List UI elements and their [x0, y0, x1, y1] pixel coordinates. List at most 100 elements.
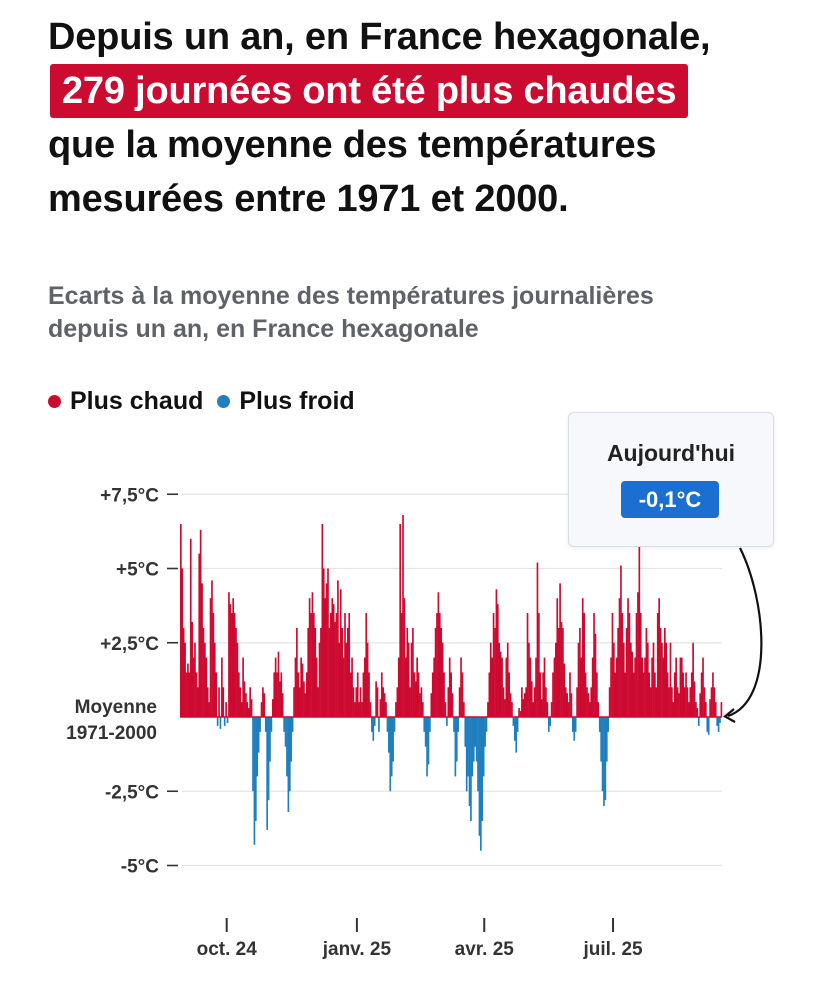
bar-warm: [180, 523, 182, 717]
bar-warm: [690, 672, 693, 717]
bar-warm: [634, 657, 636, 717]
bar-warm: [536, 562, 539, 717]
bar-warm: [430, 693, 433, 717]
bar-warm: [438, 613, 441, 717]
bar-warm: [692, 642, 694, 717]
bar-cold: [547, 717, 550, 732]
bar-cold: [219, 717, 222, 729]
chart-legend: Plus chaud Plus froid: [48, 387, 369, 416]
bar-cold: [465, 717, 468, 792]
bar-cold: [457, 717, 460, 732]
bar-warm: [303, 681, 305, 717]
bar-warm: [221, 657, 223, 717]
bar-warm: [642, 672, 645, 717]
bar-warm: [591, 657, 594, 717]
bar-warm: [675, 657, 677, 717]
bar-warm: [491, 657, 493, 717]
bar-warm: [511, 702, 513, 717]
bar-cold: [717, 717, 720, 732]
bar-warm: [502, 687, 505, 717]
bar-cold: [484, 717, 486, 747]
bar-warm: [276, 672, 278, 717]
bar-cold: [481, 717, 484, 821]
bar-warm: [379, 699, 382, 717]
bar-warm: [682, 672, 685, 717]
bar-warm: [617, 627, 619, 717]
bar-warm: [540, 699, 543, 717]
bar-warm: [294, 657, 297, 717]
bar-warm: [230, 613, 233, 717]
subtitle-line-1: Ecarts à la moyenne des températures jou…: [48, 282, 654, 310]
bar-warm: [504, 699, 506, 717]
bar-warm: [206, 687, 209, 717]
y-axis: +7,5°C +5°C +2,5°C Moyenne 1971-2000 -2,5°C -5…: [66, 485, 178, 878]
bar-warm: [218, 687, 220, 717]
bar-warm: [685, 672, 687, 717]
bar-warm: [498, 642, 501, 717]
bar-warm: [630, 642, 632, 717]
bar-warm: [420, 687, 423, 717]
bar-warm: [686, 687, 689, 717]
bar-warm: [713, 687, 716, 717]
bar-cold: [426, 717, 428, 777]
bar-warm: [501, 657, 503, 717]
bar-cold: [283, 717, 285, 732]
bar-warm: [526, 613, 529, 717]
bar-warm: [521, 687, 523, 717]
bar-warm: [583, 613, 585, 717]
bar-warm: [229, 604, 232, 717]
bar-warm: [699, 693, 702, 717]
bar-warm: [680, 657, 683, 717]
legend-dot-warm: [48, 395, 61, 408]
bar-warm: [235, 627, 237, 717]
bar-warm: [328, 627, 331, 717]
bar-warm: [260, 702, 263, 717]
bar-cold: [256, 717, 259, 777]
bar-warm: [412, 627, 414, 717]
bar-cold: [603, 717, 605, 807]
bar-cold: [601, 717, 604, 792]
bar-cold: [707, 717, 710, 735]
y-baseline-label: Moyenne: [75, 697, 157, 718]
bar-warm: [671, 687, 673, 717]
bar-cold: [480, 717, 482, 851]
bar-cold: [264, 717, 267, 732]
bar-cold: [706, 717, 709, 732]
legend-item-warm: Plus chaud: [48, 387, 203, 416]
bar-warm: [505, 657, 508, 717]
bar-warm: [281, 693, 284, 717]
bar-warm: [406, 627, 409, 717]
bar-warm: [300, 657, 302, 717]
bar-cold: [390, 717, 393, 777]
bar-warm: [369, 702, 372, 717]
bar-warm: [245, 693, 247, 717]
bar-warm: [365, 613, 368, 717]
bar-cold: [607, 717, 610, 732]
x-tick-label: avr. 25: [455, 939, 515, 960]
bar-cold: [290, 717, 293, 762]
bar-warm: [693, 681, 696, 717]
y-tick-label: +2,5°C: [100, 634, 159, 655]
bar-warm: [683, 687, 686, 717]
bar-warm: [645, 627, 648, 717]
bar-cold: [446, 717, 448, 726]
bar-cold: [454, 717, 457, 777]
bar-warm: [662, 657, 665, 717]
today-arrow: [727, 547, 763, 718]
bar-warm: [236, 642, 239, 717]
x-tick-label: janv. 25: [322, 939, 392, 960]
bar-warm: [696, 708, 699, 717]
bar-warm: [487, 702, 489, 717]
bar-cold: [604, 717, 607, 801]
bar-warm: [538, 613, 540, 717]
bar-warm: [346, 627, 349, 717]
bar-warm: [618, 598, 621, 717]
bar-warm: [342, 657, 345, 717]
bar-warm: [567, 702, 570, 717]
bar-warm: [641, 657, 644, 717]
legend-dot-cold: [217, 395, 231, 408]
bar-warm: [396, 687, 399, 717]
bar-warm: [315, 657, 318, 717]
bar-warm: [321, 523, 324, 717]
bar-warm: [332, 604, 335, 717]
